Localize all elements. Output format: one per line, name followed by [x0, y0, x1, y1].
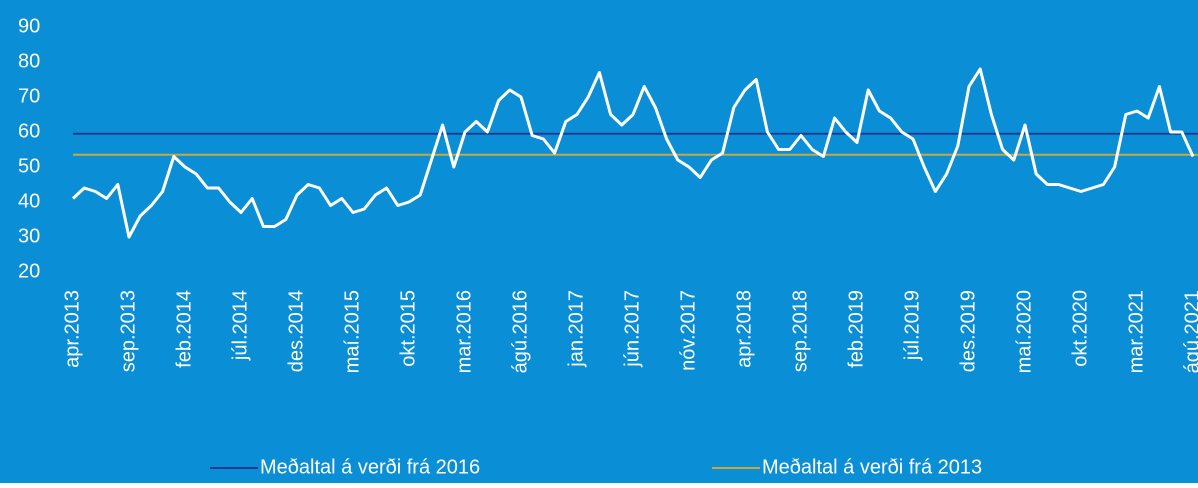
- x-tick-label: júl.2019: [901, 290, 923, 361]
- x-tick-label: feb.2019: [845, 290, 867, 368]
- x-tick-label: sep.2013: [117, 290, 139, 372]
- data-line: [71, 67, 1195, 239]
- x-tick-label: des.2019: [957, 290, 979, 372]
- x-tick-label: okt.2015: [397, 290, 419, 367]
- y-tick-label: 60: [18, 120, 40, 142]
- x-tick-label: jún.2017: [621, 290, 643, 368]
- y-tick-label: 80: [18, 50, 40, 72]
- x-tick-label: mar.2021: [1125, 290, 1147, 373]
- x-tick-label: apr.2013: [61, 290, 83, 368]
- x-tick-label: feb.2014: [173, 290, 195, 368]
- x-tick-label: jan.2017: [565, 290, 587, 368]
- x-tick-label: sep.2018: [789, 290, 811, 372]
- y-tick-label: 40: [18, 190, 40, 212]
- y-tick-label: 90: [18, 15, 40, 37]
- y-tick-label: 20: [18, 260, 40, 282]
- x-tick-label: okt.2020: [1069, 290, 1091, 367]
- legend-label: Meðaltal á verði frá 2013: [762, 456, 982, 478]
- y-tick-label: 30: [18, 225, 40, 247]
- y-tick-label: 50: [18, 155, 40, 177]
- x-tick-label: ágú.2016: [509, 290, 531, 373]
- x-tick-label: júl.2014: [229, 290, 251, 361]
- y-tick-label: 70: [18, 85, 40, 107]
- x-tick-label: maí.2020: [1013, 290, 1035, 373]
- legend-label: Meðaltal á verði frá 2016: [260, 456, 480, 478]
- x-tick-label: apr.2018: [733, 290, 755, 368]
- x-tick-label: maí.2015: [341, 290, 363, 373]
- x-tick-label: mar.2016: [453, 290, 475, 373]
- x-tick-label: des.2014: [285, 290, 307, 372]
- x-tick-label: ágú.2021: [1181, 290, 1198, 373]
- x-tick-label: nóv.2017: [677, 290, 699, 371]
